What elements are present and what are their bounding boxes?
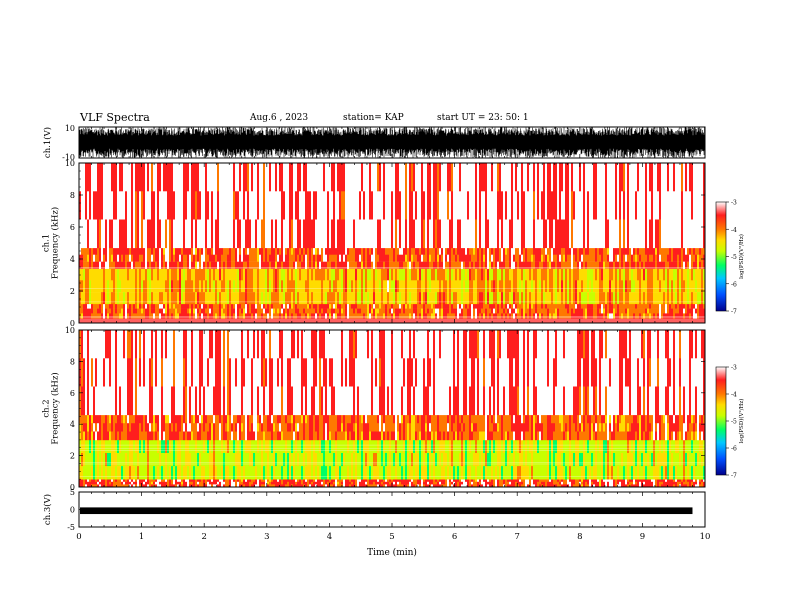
cbar1-tick-label: -3 xyxy=(731,200,737,207)
cbar1-tick-label: -5 xyxy=(731,254,737,261)
ch1-ytick-label: -10 xyxy=(62,153,75,162)
cbar2-tick-label: -7 xyxy=(731,473,737,480)
x-tick-label: 5 xyxy=(389,532,394,542)
date-label: Aug.6 , 2023 xyxy=(250,113,309,123)
cbar1-scale xyxy=(715,201,727,312)
ch3-ytick-label: 0 xyxy=(70,506,75,515)
ch1-trace xyxy=(78,127,705,158)
x-axis-label: Time (min) xyxy=(367,547,417,558)
start-time-label: start UT = 23: 50: 1 xyxy=(437,113,529,123)
ch2-spec-axis-label: ch.2Frequency (kHz) xyxy=(42,372,61,444)
ch3-ytick-label: -5 xyxy=(67,523,75,532)
x-tick-label: 9 xyxy=(640,532,645,542)
x-tick-label: 10 xyxy=(700,532,711,542)
station-label: station= KAP xyxy=(343,113,404,123)
ch1-spec-ytick-label: 0 xyxy=(70,319,75,328)
cbar1-tick-label: -4 xyxy=(731,227,737,234)
time-axis: 0 1 2 3 4 5 6 7 8 9 10 Time (min) xyxy=(76,532,710,558)
chart-title: VLF Spectra xyxy=(80,111,150,124)
x-tick-label: 2 xyxy=(201,532,206,542)
x-tick-label: 1 xyxy=(139,532,144,542)
ch2-spec-ytick-label: 2 xyxy=(70,452,75,461)
cbar2-tick-label: -4 xyxy=(731,392,737,399)
ch1-ytick-label: 10 xyxy=(65,124,75,133)
ch2-spectrogram-panel: 0 2 4 6 8 10 ch.2Frequency (kHz) xyxy=(42,326,706,492)
ch3-axis-label: ch.3(V) xyxy=(42,494,53,525)
ch1-spec-ytick-label: 10 xyxy=(65,159,75,168)
ch2-spec-ytick-label: 4 xyxy=(70,420,75,429)
colorbar-ch1: -3 -4 -5 -6 -7 log(PSD)(V²/Hz) xyxy=(715,200,745,316)
ch1-spec-ytick-label: 6 xyxy=(70,223,75,232)
ch1-spec-ytick-label: 8 xyxy=(70,191,75,200)
colorbar-ch2: -3 -4 -5 -6 -7 log(PSD)(V²/Hz) xyxy=(715,365,745,480)
cbar1-tick-label: -7 xyxy=(731,309,737,316)
ch3-waveform-panel: 5 0 -5 ch.3(V) xyxy=(42,488,706,532)
ch2-spec-ytick-label: 10 xyxy=(65,326,75,335)
cbar2-label: log(PSD)(V²/Hz) xyxy=(738,399,745,444)
x-tick-label: 7 xyxy=(514,532,519,542)
ch1-spec-ytick-label: 2 xyxy=(70,287,75,296)
cbar2-tick-label: -6 xyxy=(731,446,737,453)
ch1-axis-label: ch.1(V) xyxy=(42,127,53,158)
ch3-ytick-label: 5 xyxy=(70,488,75,497)
ch1-spectrogram-panel: 0 2 4 6 8 10 ch.1Frequency (kHz) xyxy=(42,159,706,328)
ch1-spec-ytick-label: 4 xyxy=(70,255,75,264)
ch2-spec-ytick-label: 0 xyxy=(70,483,75,492)
x-tick-label: 8 xyxy=(577,532,582,542)
cbar2-tick-label: -3 xyxy=(731,365,737,372)
x-tick-label: 0 xyxy=(76,532,81,542)
x-tick-label: 6 xyxy=(452,532,457,542)
ch1-waveform-panel: 10 -10 ch.1(V) xyxy=(42,124,706,162)
x-tick-label: 4 xyxy=(327,532,332,542)
ch1-spec-axis-label: ch.1Frequency (kHz) xyxy=(42,207,61,279)
cbar1-tick-label: -6 xyxy=(731,281,737,288)
cbar1-label: log(PSD)(V²/Hz) xyxy=(738,234,745,279)
x-tick-label: 3 xyxy=(264,532,269,542)
cbar2-scale xyxy=(715,366,727,476)
cbar2-tick-label: -5 xyxy=(731,419,737,426)
ch2-spec-ytick-label: 8 xyxy=(70,357,75,366)
ch2-spec-ytick-label: 6 xyxy=(70,389,75,398)
ch3-trace xyxy=(80,507,693,515)
